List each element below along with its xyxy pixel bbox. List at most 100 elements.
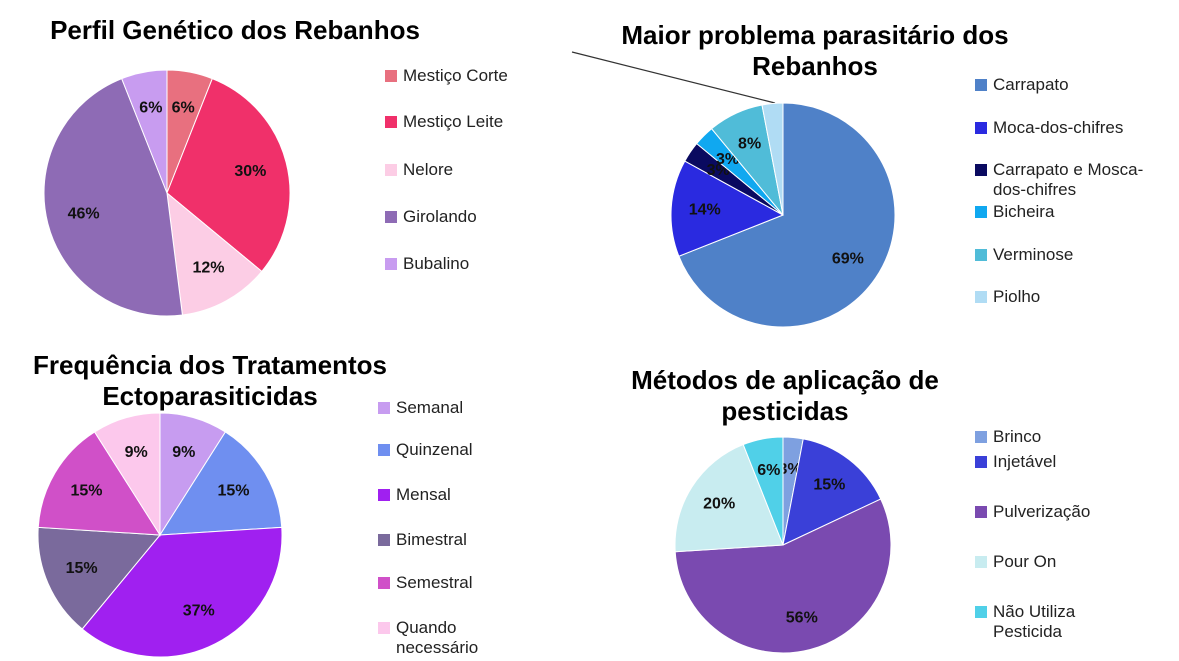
legend-label: Mestiço Corte	[403, 66, 508, 85]
legend-item: Bimestral	[378, 530, 488, 550]
legend-item: Quando necessário	[378, 618, 488, 658]
legend-item: Piolho	[975, 287, 1175, 307]
legend-swatch	[385, 211, 397, 223]
chart-title: Métodos de aplicação de pesticidas	[631, 365, 939, 426]
legend-swatch	[378, 534, 390, 546]
pie-slice	[166, 77, 291, 273]
legend-swatch	[378, 577, 390, 589]
legend-swatch	[378, 444, 390, 456]
legend-item: Quinzenal	[378, 440, 488, 460]
legend-label: Não Utiliza Pesticida	[993, 602, 1076, 641]
legend-item: Mensal	[378, 485, 488, 505]
legend-item: Pour On	[975, 552, 1115, 572]
chart-title: Perfil Genético dos Rebanhos	[50, 15, 420, 45]
pie-slice	[43, 77, 183, 317]
leader-line	[571, 51, 776, 104]
pie-slice	[93, 412, 161, 537]
legend-swatch	[385, 70, 397, 82]
legend-swatch	[378, 489, 390, 501]
value-label: 15%	[217, 483, 249, 500]
legend-swatch	[975, 606, 987, 618]
legend-swatch	[378, 402, 390, 414]
value-label: 6%	[172, 100, 195, 117]
value-label: 15%	[813, 476, 845, 493]
value-label: 14%	[689, 201, 721, 218]
pie-slice	[166, 191, 263, 316]
legend-item: Semestral	[378, 573, 488, 593]
legend-label: Quando necessário	[396, 618, 479, 657]
legend-swatch	[975, 206, 987, 218]
legend-label: Bimestral	[396, 530, 467, 549]
legend-swatch	[385, 258, 397, 270]
legend-swatch	[975, 291, 987, 303]
value-label: 56%	[786, 609, 818, 626]
legend-item: Carrapato	[975, 75, 1175, 95]
legend-label: Verminose	[993, 245, 1074, 264]
legend-label: Quinzenal	[396, 440, 473, 459]
chart-title: Frequência dos Tratamentos Ectoparasitic…	[33, 350, 387, 411]
legend-swatch	[975, 456, 987, 468]
value-label: 9%	[172, 444, 195, 461]
legend-item: Verminose	[975, 245, 1175, 265]
legend-swatch	[975, 122, 987, 134]
value-label: 20%	[703, 496, 735, 513]
pie-slice	[37, 431, 161, 536]
legend-label: Moca-dos-chifres	[993, 118, 1124, 137]
value-label: 46%	[68, 206, 100, 223]
pie-slice	[674, 443, 784, 553]
legend-label: Semestral	[396, 573, 473, 592]
legend-item: Não Utiliza Pesticida	[975, 602, 1115, 642]
value-label: 3%	[779, 461, 802, 478]
value-label: 9%	[125, 444, 148, 461]
legend-swatch	[385, 164, 397, 176]
legend-swatch	[975, 506, 987, 518]
legend-label: Semanal	[396, 398, 464, 417]
value-label: 6%	[757, 462, 780, 479]
legend-label: Mestiço Leite	[403, 112, 504, 131]
legend-swatch	[975, 556, 987, 568]
legend-item: Girolando	[385, 207, 545, 227]
legend-item: Carrapato e Mosca-dos-chifres	[975, 160, 1175, 200]
pie-slice	[761, 102, 784, 216]
legend-item: Semanal	[378, 398, 488, 418]
pie-slice	[782, 438, 882, 546]
legend-label: Carrapato e Mosca-dos-chifres	[993, 160, 1144, 199]
legend-label: Nelore	[403, 160, 454, 179]
legend-label: Bubalino	[403, 254, 470, 273]
chart-title: Maior problema parasitário dos Rebanhos	[621, 20, 1009, 81]
legend-item: Bubalino	[385, 254, 545, 274]
value-label: 8%	[738, 135, 761, 152]
value-label: 15%	[70, 483, 102, 500]
legend-swatch	[378, 622, 390, 634]
value-label: 12%	[192, 260, 224, 277]
legend-label: Injetável	[993, 452, 1057, 471]
legend-label: Carrapato	[993, 75, 1069, 94]
legend-item: Mestiço Corte	[385, 66, 545, 86]
legend-label: Piolho	[993, 287, 1041, 306]
value-label: 30%	[234, 163, 266, 180]
value-label: 6%	[139, 100, 162, 117]
pie-slice	[159, 431, 283, 536]
pie-slice	[678, 102, 896, 328]
pie-slice	[121, 69, 168, 194]
pie-slice	[81, 526, 283, 658]
legend-label: Mensal	[396, 485, 451, 504]
value-label: 37%	[183, 602, 215, 619]
legend-label: Girolando	[403, 207, 477, 226]
value-label: 69%	[832, 250, 864, 267]
legend-label: Pulverização	[993, 502, 1091, 521]
legend-label: Brinco	[993, 427, 1042, 446]
pie-slice	[670, 160, 785, 257]
legend-item: Brinco	[975, 427, 1115, 447]
legend-swatch	[975, 431, 987, 443]
legend-item: Nelore	[385, 160, 545, 180]
pie-slice	[674, 498, 892, 654]
legend-label: Bicheira	[993, 202, 1055, 221]
value-label: 15%	[66, 560, 98, 577]
legend-swatch	[975, 249, 987, 261]
legend-item: Bicheira	[975, 202, 1175, 222]
legend-item: Pulverização	[975, 502, 1115, 522]
legend-swatch	[385, 116, 397, 128]
